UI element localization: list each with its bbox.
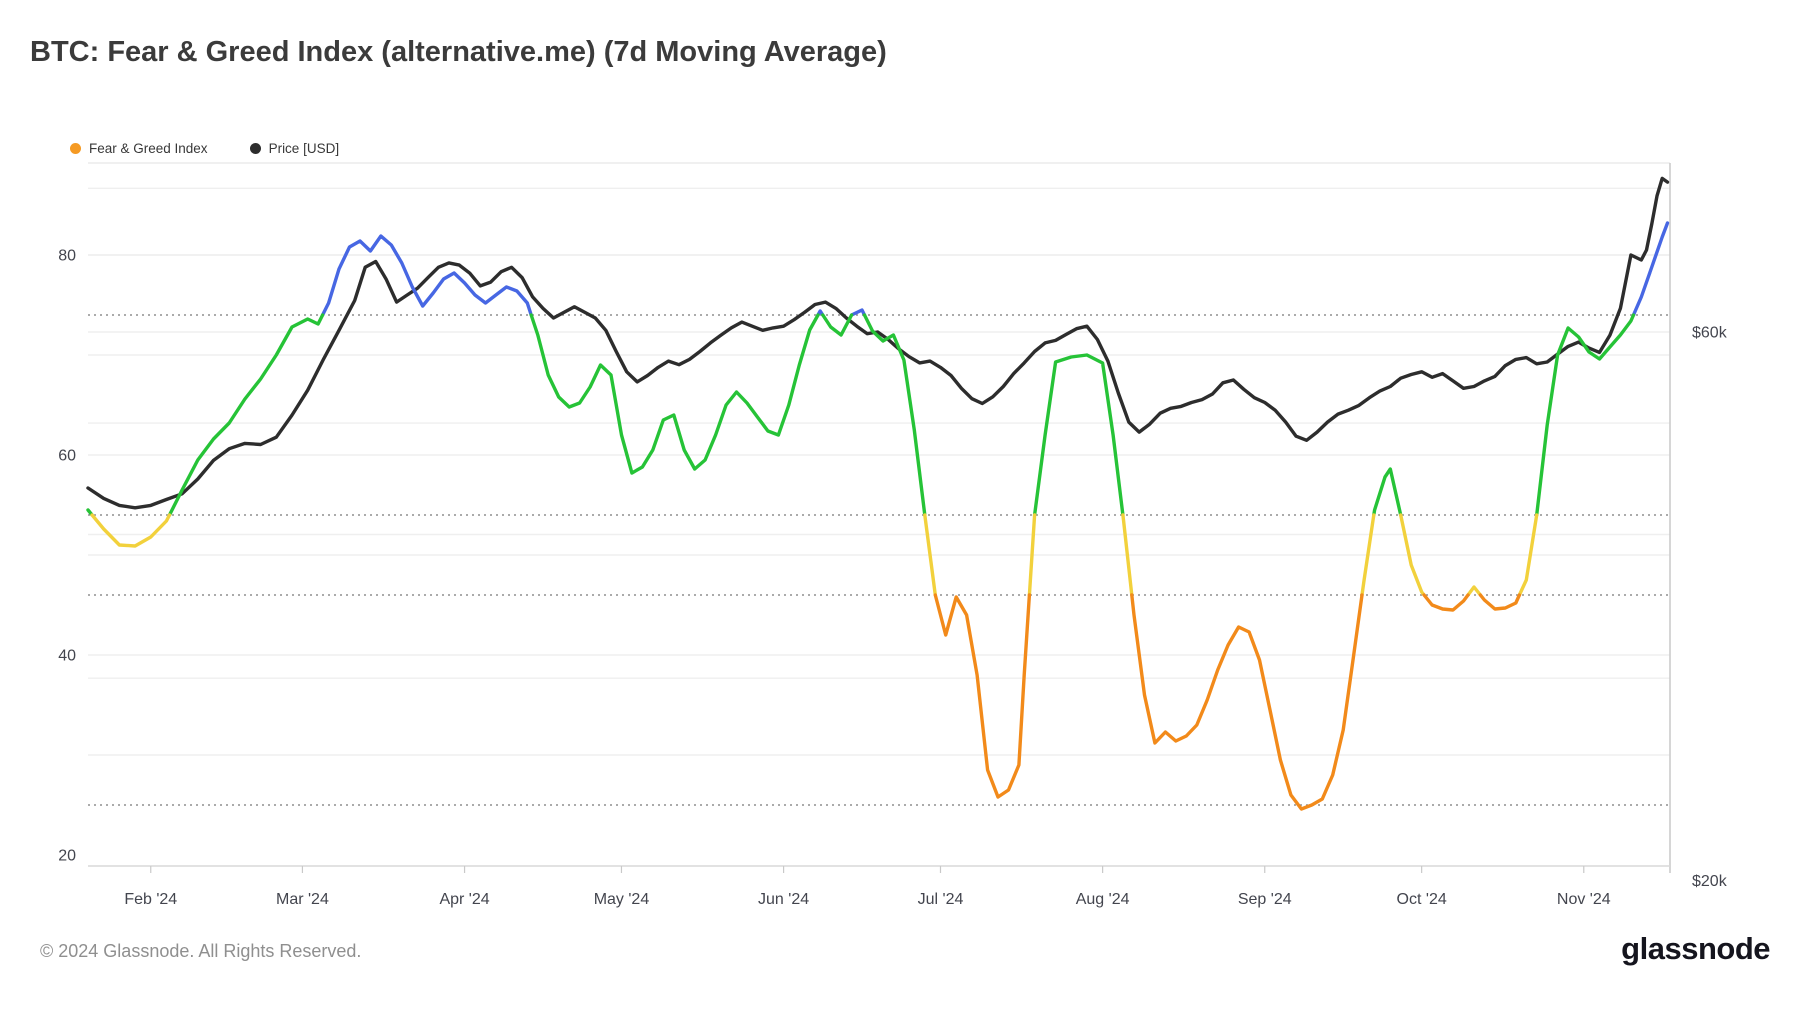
- x-tick-label: Nov '24: [1557, 891, 1611, 908]
- x-tick-label: Jul '24: [918, 891, 964, 908]
- legend: Fear & Greed Index Price [USD]: [70, 141, 339, 156]
- y-left-tick-label: 40: [58, 648, 76, 665]
- x-tick-label: Oct '24: [1397, 891, 1447, 908]
- x-tick-label: Mar '24: [276, 891, 329, 908]
- legend-label-fear-greed: Fear & Greed Index: [89, 141, 208, 156]
- legend-label-price: Price [USD]: [268, 141, 340, 156]
- x-tick-label: May '24: [594, 891, 650, 908]
- x-tick-label: Sep '24: [1238, 891, 1292, 908]
- legend-item-fear-greed[interactable]: Fear & Greed Index: [70, 141, 208, 156]
- price-legend-dot-icon: [249, 143, 261, 154]
- y-right-tick-label: $20k: [1692, 873, 1728, 890]
- legend-item-price[interactable]: Price [USD]: [249, 141, 340, 156]
- price-line: [86, 176, 1670, 510]
- x-tick-label: Jun '24: [758, 891, 809, 908]
- y-left-tick-label: 80: [58, 248, 76, 265]
- y-left-tick-label: 20: [58, 848, 76, 865]
- y-right-tick-label: $60k: [1692, 325, 1728, 342]
- fg-line-greed: [86, 313, 1636, 517]
- x-tick-label: Apr '24: [439, 891, 489, 908]
- fg-line-neutral: [90, 513, 1539, 597]
- fg-line-fear: [933, 593, 1522, 811]
- glassnode-logo: glassnode: [1621, 931, 1770, 966]
- x-tick-label: Feb '24: [124, 891, 177, 908]
- y-left-tick-label: 60: [58, 448, 76, 465]
- fg-line-extreme-greed: [320, 221, 1670, 317]
- chart-title: BTC: Fear & Greed Index (alternative.me)…: [30, 36, 887, 68]
- fear-greed-legend-dot-icon: [70, 143, 81, 154]
- x-tick-label: Aug '24: [1076, 891, 1130, 908]
- copyright-text: © 2024 Glassnode. All Rights Reserved.: [40, 941, 362, 961]
